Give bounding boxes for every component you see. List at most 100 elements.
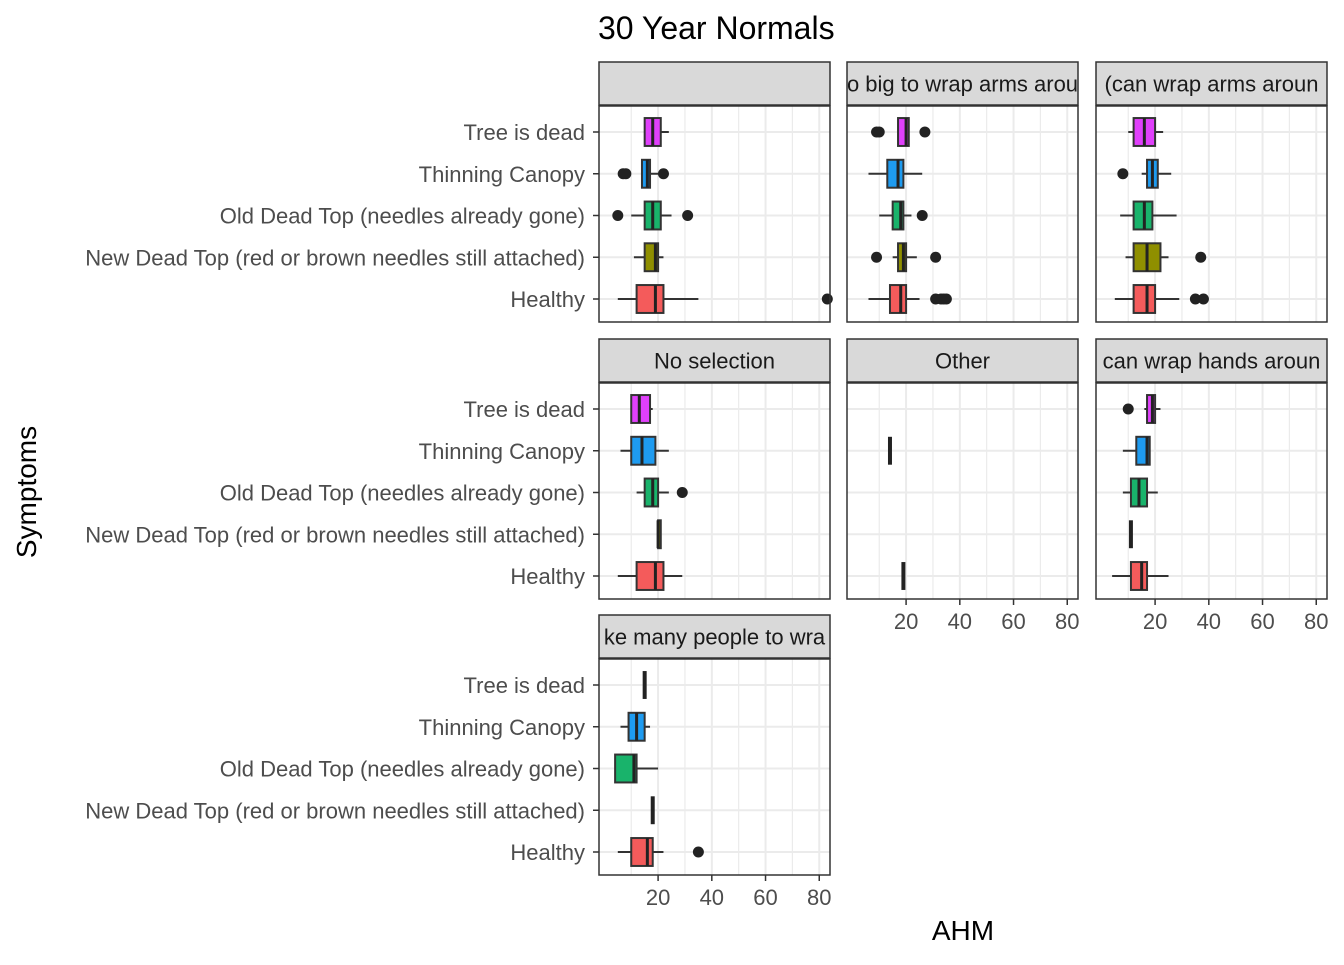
x-tick-label: 20 (894, 609, 918, 634)
box-iqr (888, 284, 908, 314)
y-tick-label: Tree is dead (464, 673, 585, 698)
outlier-point (620, 168, 632, 180)
boxplot (871, 242, 942, 273)
y-tick-label: New Dead Top (red or brown needles still… (85, 798, 585, 823)
boxplot (1128, 117, 1164, 147)
facet-panel: ke many people to wra Tree is dead Thinnin… (85, 614, 831, 910)
boxplot (620, 711, 651, 742)
outlier-point (682, 210, 694, 221)
facet-panel: Other 20 40 60 80 (846, 338, 1079, 634)
boxplot (617, 158, 669, 189)
boxplot (1122, 477, 1158, 508)
y-tick-label: Thinning Canopy (419, 439, 585, 464)
y-tick-label: Healthy (510, 564, 585, 589)
boxplot (1112, 561, 1169, 591)
outlier-point (1195, 251, 1207, 263)
box-iqr (897, 117, 910, 147)
x-axis-label: AHM (932, 915, 994, 946)
y-tick-label: Healthy (510, 287, 585, 312)
facet-strip-label: No selection (654, 349, 775, 374)
x-tick-label: 20 (1143, 609, 1167, 634)
x-tick-label: 60 (753, 885, 777, 910)
facet-strip-label: o big to wrap arms arou (847, 72, 1078, 97)
outlier-point (1189, 293, 1201, 305)
facet-strip (1095, 338, 1328, 383)
panel-border (598, 658, 831, 876)
panel-background (847, 383, 1078, 599)
boxplot (617, 284, 833, 314)
box-iqr (1132, 284, 1157, 314)
facet-panel: (can wrap arms aroun (1095, 61, 1328, 323)
outlier-point (657, 168, 669, 180)
x-tick-label: 20 (646, 885, 670, 910)
boxplot (643, 117, 669, 147)
boxplot (868, 158, 923, 189)
facet-strip-label: Other (935, 349, 990, 374)
boxplot (630, 394, 653, 424)
outlier-point (612, 210, 624, 221)
x-tick-label: 40 (948, 609, 972, 634)
panel-border (1095, 105, 1328, 323)
boxplot (871, 117, 931, 147)
boxplot (612, 200, 694, 231)
y-tick-label: Tree is dead (464, 120, 585, 145)
panel-border (1095, 382, 1328, 600)
panel-border (598, 382, 831, 600)
boxplot (617, 837, 704, 867)
y-tick-label: Healthy (510, 840, 585, 865)
y-tick-label: Old Dead Top (needles already gone) (220, 757, 585, 782)
boxplot (1120, 200, 1177, 231)
boxplot (633, 242, 664, 273)
panel-border (846, 382, 1079, 600)
outlier-point (871, 251, 883, 263)
outlier-point (919, 126, 931, 138)
facet-strip-label: ke many people to wra (604, 625, 826, 650)
box-iqr (635, 561, 665, 591)
panel-background (847, 106, 1078, 322)
boxplot (614, 753, 659, 784)
panel-border (598, 105, 831, 323)
boxplot (620, 435, 669, 466)
boxplot (1122, 394, 1161, 424)
outlier-point (930, 251, 942, 263)
y-tick-label: Tree is dead (464, 397, 585, 422)
facet-strip (1095, 61, 1328, 106)
outlier-point (873, 126, 885, 138)
facet-strip-label: can wrap hands aroun (1103, 349, 1321, 374)
outlier-point (1197, 293, 1209, 305)
facet-panel: Tree is dead Thinning Canopy Old Dead Top … (85, 61, 833, 323)
box-iqr (614, 753, 638, 784)
boxplot (1117, 158, 1172, 189)
boxplot (656, 519, 662, 550)
x-tick-label: 40 (700, 885, 724, 910)
facet-strip (598, 338, 831, 383)
y-tick-label: New Dead Top (red or brown needles still… (85, 522, 585, 547)
panel-background (599, 106, 830, 322)
y-tick-label: Old Dead Top (needles already gone) (220, 204, 585, 229)
x-tick-label: 80 (1304, 609, 1328, 634)
x-tick-label: 60 (1250, 609, 1274, 634)
y-tick-label: Thinning Canopy (419, 162, 585, 187)
facet-strip (598, 61, 831, 106)
boxplot (868, 284, 952, 314)
y-tick-label: Thinning Canopy (419, 715, 585, 740)
x-tick-label: 80 (807, 885, 831, 910)
facet-strip (846, 61, 1079, 106)
outlier-point (940, 293, 952, 305)
facet-panel: No selection Tree is dead Thinning Canopy O… (85, 338, 831, 600)
box-iqr (891, 200, 905, 231)
boxplot (636, 477, 688, 508)
box-iqr (630, 837, 654, 867)
facet-panels: Tree is dead Thinning Canopy Old Dead Top … (85, 61, 1328, 910)
y-tick-label: New Dead Top (red or brown needles still… (85, 245, 585, 270)
x-tick-label: 40 (1197, 609, 1221, 634)
facet-panel: can wrap hands aroun 20 40 60 80 (1095, 338, 1328, 634)
boxplot (1114, 284, 1209, 314)
outlier-point (1117, 168, 1129, 180)
y-tick-label: Old Dead Top (needles already gone) (220, 481, 585, 506)
facet-strip-label: (can wrap arms aroun (1105, 72, 1319, 97)
x-tick-label: 60 (1001, 609, 1025, 634)
box-iqr (886, 158, 905, 189)
outlier-point (821, 293, 833, 305)
